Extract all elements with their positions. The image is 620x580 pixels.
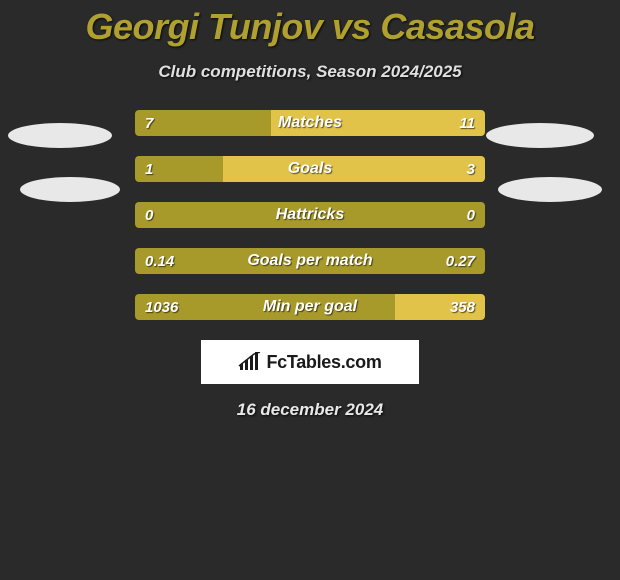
- bar-left: [135, 248, 485, 274]
- value-left: 1036: [145, 294, 178, 320]
- bar-left: [135, 110, 271, 136]
- brand-box: FcTables.com: [201, 340, 419, 384]
- bar-chart-icon: [238, 352, 262, 372]
- comparison-row: 711Matches: [135, 110, 485, 136]
- value-right: 3: [467, 156, 475, 182]
- page-subtitle: Club competitions, Season 2024/2025: [0, 62, 620, 82]
- avatar-placeholder: [20, 177, 120, 202]
- value-left: 1: [145, 156, 153, 182]
- comparison-row: 0.140.27Goals per match: [135, 248, 485, 274]
- avatar-placeholder: [498, 177, 602, 202]
- bar-left: [135, 202, 485, 228]
- value-right: 11: [459, 110, 475, 136]
- comparison-row: 13Goals: [135, 156, 485, 182]
- value-right: 0.27: [446, 248, 475, 274]
- avatar-placeholder: [486, 123, 594, 148]
- footer-date: 16 december 2024: [0, 400, 620, 420]
- comparison-row: 00Hattricks: [135, 202, 485, 228]
- avatar-placeholder: [8, 123, 112, 148]
- value-left: 7: [145, 110, 153, 136]
- value-right: 358: [450, 294, 475, 320]
- bar-right: [223, 156, 486, 182]
- bar-right: [271, 110, 485, 136]
- value-left: 0: [145, 202, 153, 228]
- page-title: Georgi Tunjov vs Casasola: [0, 0, 620, 48]
- comparison-row: 1036358Min per goal: [135, 294, 485, 320]
- comparison-chart: 711Matches13Goals00Hattricks0.140.27Goal…: [135, 110, 485, 320]
- brand-text: FcTables.com: [266, 352, 381, 373]
- value-right: 0: [467, 202, 475, 228]
- value-left: 0.14: [145, 248, 174, 274]
